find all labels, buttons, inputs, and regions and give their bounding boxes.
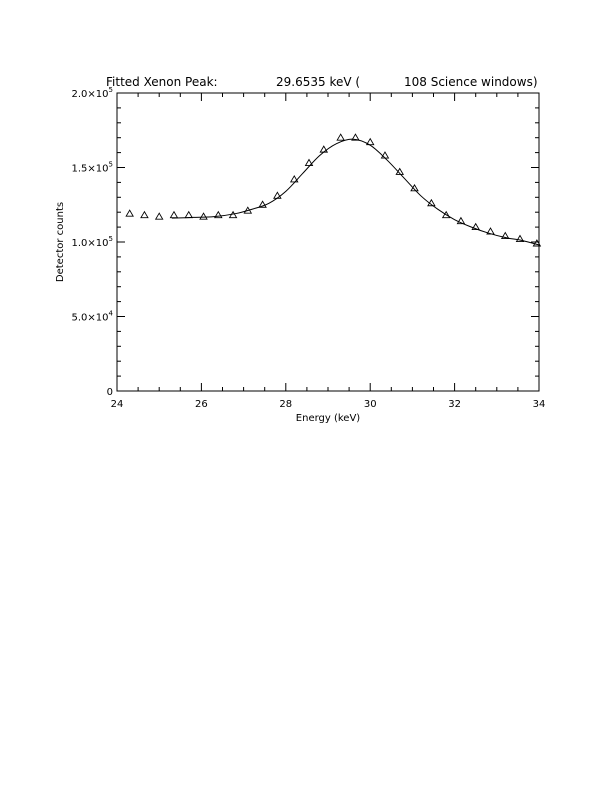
data-point — [336, 133, 345, 141]
y-tick-label: 1.5×105 — [72, 161, 113, 175]
data-point — [441, 210, 451, 219]
y-tick-label: 1.0×105 — [72, 235, 113, 249]
x-tick-labels: 24 26 28 30 32 34 — [111, 399, 546, 410]
data-point — [304, 158, 314, 166]
x-tick-label: 26 — [195, 399, 208, 410]
chart-title-energy: 29.6535 keV ( — [276, 75, 360, 89]
data-point — [427, 198, 436, 207]
chart-title-windows: 108 Science windows) — [404, 75, 538, 89]
data-point — [169, 210, 179, 219]
data-point — [184, 210, 194, 219]
data-point — [456, 216, 466, 225]
x-tick-label: 30 — [364, 399, 377, 410]
data-point — [351, 133, 360, 141]
data-point — [319, 145, 329, 153]
x-tick-label: 34 — [533, 399, 546, 410]
data-point — [395, 167, 405, 175]
x-axis-label: Energy (keV) — [296, 413, 361, 424]
data-point — [258, 200, 267, 208]
x-tick-label: 32 — [448, 399, 461, 410]
data-point — [125, 209, 134, 217]
data-point — [365, 137, 375, 146]
data-point — [228, 210, 238, 219]
data-point — [243, 206, 253, 214]
data-point — [515, 234, 525, 242]
data-point — [273, 191, 282, 199]
data-point — [532, 239, 542, 247]
data-point — [410, 183, 419, 192]
y-axis-label: Detector counts — [55, 202, 66, 282]
data-point — [213, 210, 223, 219]
y-tick-label: 0 — [107, 387, 113, 398]
data-point — [154, 212, 164, 220]
data-point — [289, 175, 299, 183]
data-point — [471, 222, 480, 231]
y-tick-label: 2.0×105 — [72, 86, 113, 100]
data-point — [486, 227, 495, 235]
y-tick-labels: 0 5.0×104 1.0×105 1.5×105 2.0×105 — [72, 86, 114, 398]
y-tick-label: 5.0×104 — [72, 310, 114, 324]
data-point — [199, 212, 208, 220]
data-point — [140, 210, 149, 219]
plot-frame — [116, 92, 540, 392]
x-tick-label: 28 — [279, 399, 292, 410]
data-points — [125, 133, 542, 247]
fit-curve — [171, 138, 540, 246]
data-point — [500, 231, 510, 239]
chart-title-prefix: Fitted Xenon Peak: — [106, 75, 218, 89]
data-point — [380, 151, 390, 159]
x-tick-label: 24 — [111, 399, 124, 410]
axis-ticks — [116, 92, 540, 392]
